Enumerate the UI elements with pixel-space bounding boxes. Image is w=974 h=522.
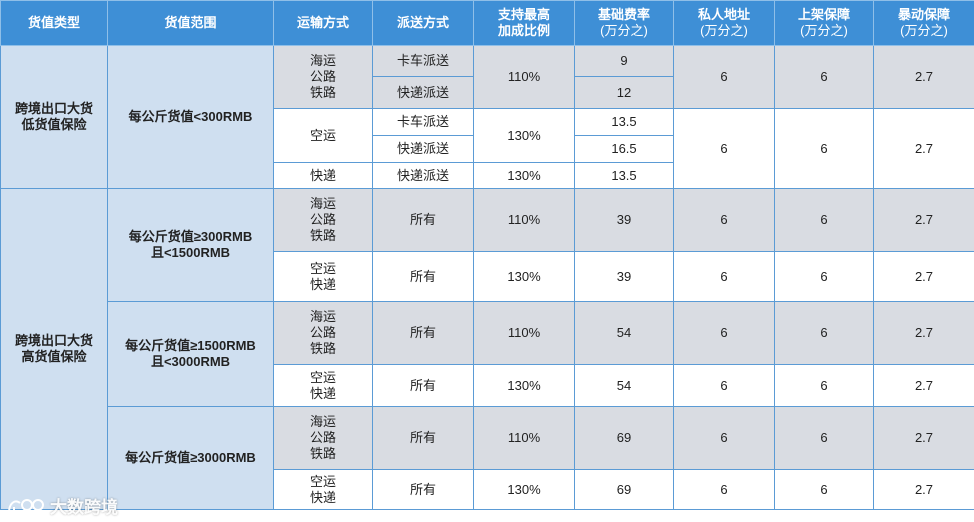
shelf-cell: 6 (774, 251, 874, 302)
riot-cell: 2.7 (873, 406, 974, 470)
delivery-cell: 所有 (372, 364, 474, 407)
shelf-cell: 6 (774, 469, 874, 510)
rate-cell: 39 (574, 251, 674, 302)
delivery-cell: 所有 (372, 251, 474, 302)
range-band-2: 每公斤货值≥1500RMB 且<3000RMB (107, 301, 274, 407)
delivery-cell: 快递派送 (372, 76, 474, 109)
rate-cell: 12 (574, 76, 674, 109)
riot-cell: 2.7 (873, 469, 974, 510)
table-row: 快递派送 16.5 (1, 135, 974, 163)
table-row: 空运 快递 所有 130% 54 6 6 2.7 (1, 364, 974, 407)
ratio-cell: 130% (473, 251, 575, 302)
ratio-cell: 130% (473, 162, 575, 189)
delivery-cell: 卡车派送 (372, 108, 474, 136)
private-cell: 6 (673, 364, 775, 407)
rate-cell: 13.5 (574, 162, 674, 189)
rate-cell: 16.5 (574, 135, 674, 163)
category-high-value: 跨境出口大货 高货值保险 (0, 188, 108, 510)
transport-cell: 海运 公路 铁路 (273, 406, 373, 470)
private-cell: 6 (673, 45, 775, 109)
delivery-cell: 快递派送 (372, 162, 474, 189)
riot-cell: 2.7 (873, 301, 974, 365)
delivery-cell: 所有 (372, 301, 474, 365)
ratio-cell: 110% (473, 188, 575, 252)
ratio-cell: 110% (473, 45, 575, 109)
transport-cell: 海运 公路 铁路 (273, 301, 373, 365)
delivery-cell: 卡车派送 (372, 45, 474, 77)
shelf-cell: 6 (774, 364, 874, 407)
riot-cell: 2.7 (873, 188, 974, 252)
ratio-cell: 130% (473, 108, 575, 163)
transport-cell: 空运 快递 (273, 469, 373, 510)
range-low-value: 每公斤货值<300RMB (107, 45, 274, 189)
range-band-1: 每公斤货值≥300RMB 且<1500RMB (107, 188, 274, 302)
rate-cell: 54 (574, 364, 674, 407)
header-row: 货值类型 货值范围 运输方式 派送方式 支持最高 加成比例 基础费率 (万分之) 私… (0, 0, 974, 46)
header-private-address: 私人地址 (万分之) (673, 0, 775, 46)
delivery-cell: 所有 (372, 469, 474, 510)
table-row: 快递 快递派送 130% 13.5 (1, 162, 974, 189)
rate-cell: 54 (574, 301, 674, 365)
private-cell: 6 (673, 108, 775, 189)
table-row: 每公斤货值≥3000RMB 海运 公路 铁路 所有 110% 69 6 6 2.… (1, 406, 974, 510)
transport-cell: 快递 (273, 162, 373, 189)
table-row: 空运 快递 所有 130% 69 6 6 2.7 (1, 469, 974, 510)
delivery-cell: 所有 (372, 406, 474, 470)
ratio-cell: 130% (473, 469, 575, 510)
category-low-value: 跨境出口大货 低货值保险 (0, 45, 108, 189)
header-shelf-guarantee: 上架保障 (万分之) (774, 0, 874, 46)
header-range: 货值范围 (107, 0, 274, 46)
range-band-3: 每公斤货值≥3000RMB (107, 406, 274, 510)
ratio-cell: 110% (473, 301, 575, 365)
delivery-cell: 快递派送 (372, 135, 474, 163)
transport-cell: 海运 公路 铁路 (273, 45, 373, 109)
header-delivery: 派送方式 (372, 0, 474, 46)
rate-cell: 13.5 (574, 108, 674, 136)
transport-cell: 空运 快递 (273, 251, 373, 302)
insurance-rate-table: 货值类型 货值范围 运输方式 派送方式 支持最高 加成比例 基础费率 (万分之) 私… (0, 0, 974, 510)
transport-cell: 空运 快递 (273, 364, 373, 407)
table-row: 快递派送 12 (1, 76, 974, 109)
table-row: 跨境出口大货 低货值保险 每公斤货值<300RMB 海运 公路 铁路 卡车派送 … (0, 45, 974, 189)
private-cell: 6 (673, 301, 775, 365)
transport-cell: 海运 公路 铁路 (273, 188, 373, 252)
table-row: 跨境出口大货 高货值保险 每公斤货值≥300RMB 且<1500RMB 海运 公… (0, 188, 974, 510)
ratio-cell: 110% (473, 406, 575, 470)
private-cell: 6 (673, 188, 775, 252)
shelf-cell: 6 (774, 188, 874, 252)
transport-cell: 空运 (273, 108, 373, 163)
shelf-cell: 6 (774, 301, 874, 365)
header-transport: 运输方式 (273, 0, 373, 46)
private-cell: 6 (673, 251, 775, 302)
rate-cell: 69 (574, 469, 674, 510)
header-max-ratio: 支持最高 加成比例 (473, 0, 575, 46)
ratio-cell: 130% (473, 364, 575, 407)
header-base-rate: 基础费率 (万分之) (574, 0, 674, 46)
shelf-cell: 6 (774, 108, 874, 189)
table-row: 空运 卡车派送 130% 13.5 6 6 2.7 (1, 108, 974, 189)
riot-cell: 2.7 (873, 108, 974, 189)
rate-cell: 39 (574, 188, 674, 252)
header-riot-guarantee: 暴动保障 (万分之) (873, 0, 974, 46)
header-type: 货值类型 (0, 0, 108, 46)
rate-cell: 9 (574, 45, 674, 77)
private-cell: 6 (673, 406, 775, 470)
riot-cell: 2.7 (873, 251, 974, 302)
table-row: 每公斤货值≥1500RMB 且<3000RMB 海运 公路 铁路 所有 110%… (1, 301, 974, 407)
riot-cell: 2.7 (873, 364, 974, 407)
table-row: 空运 快递 所有 130% 39 6 6 2.7 (1, 251, 974, 302)
shelf-cell: 6 (774, 406, 874, 470)
shelf-cell: 6 (774, 45, 874, 109)
private-cell: 6 (673, 469, 775, 510)
riot-cell: 2.7 (873, 45, 974, 109)
delivery-cell: 所有 (372, 188, 474, 252)
rate-cell: 69 (574, 406, 674, 470)
